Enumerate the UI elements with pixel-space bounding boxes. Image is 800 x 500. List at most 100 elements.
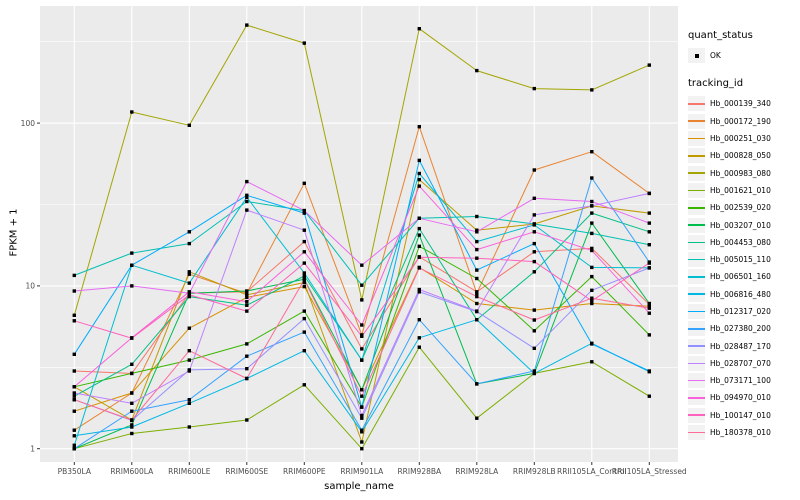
point-Hb_027380_200-RRIM928LA	[475, 382, 479, 386]
point-Hb_000983_080-PB350LA	[72, 313, 76, 317]
legend-item-Hb_000828_050: Hb_000828_050	[688, 147, 798, 164]
point-Hb_012317_020-RRIM928BA	[417, 158, 421, 163]
point-Hb_000983_080-RRII105LA_Control	[590, 88, 594, 92]
point-Hb_006816_480-RRIM928BA	[417, 336, 421, 340]
point-Hb_027380_200-RRIM928LB	[532, 369, 536, 373]
point-Hb_005015_110-RRIM901LA	[360, 283, 364, 287]
point-Hb_000139_340-RRIM901LA	[360, 347, 364, 351]
line-key-icon	[688, 113, 705, 129]
legend-item-label: Hb_006816_480	[710, 289, 771, 299]
point-Hb_180378_010-RRII105LA_Stressed	[647, 306, 651, 310]
legend-item-ok: OK	[688, 47, 798, 64]
line-key-icon	[688, 269, 705, 285]
line-key-icon	[688, 200, 705, 216]
point-Hb_004453_080-RRIM928LB	[532, 270, 536, 274]
ok-point-key-icon	[688, 48, 705, 64]
point-Hb_100147_010-RRIM600LA	[130, 336, 134, 340]
point-Hb_006816_480-RRIM600LE	[187, 401, 191, 405]
legend-item-label: Hb_006501_160	[710, 272, 771, 282]
legend-item-label: Hb_094970_010	[710, 393, 771, 403]
x-tick-label: RRIM600LE	[168, 467, 211, 476]
legend-item-label: Hb_000251_030	[710, 134, 771, 144]
line-key-icon	[688, 338, 705, 354]
point-Hb_028707_070-RRII105LA_Control	[590, 204, 594, 208]
point-Hb_012317_020-RRIM928LA	[475, 268, 479, 272]
point-Hb_003207_010-RRIM928BA	[417, 233, 421, 237]
point-Hb_180378_010-RRIM600PE	[302, 278, 306, 282]
point-Hb_006501_160-RRII105LA_Control	[590, 265, 594, 270]
point-Hb_100147_010-PB350LA	[72, 319, 76, 323]
point-Hb_002539_020-RRIM928LA	[475, 276, 479, 281]
point-Hb_002539_020-RRII105LA_Stressed	[647, 333, 651, 337]
x-tick-label: RRIM928BA	[397, 467, 442, 476]
point-Hb_027380_200-PB350LA	[72, 447, 76, 451]
line-key-icon	[688, 252, 705, 268]
point-Hb_000828_050-RRIM901LA	[360, 440, 364, 444]
x-tick-label: RRIM928LA	[455, 467, 499, 476]
point-Hb_000983_080-RRIM928BA	[417, 27, 421, 31]
point-Hb_002539_020-RRIM928LB	[532, 329, 536, 333]
point-Hb_012317_020-RRIM901LA	[360, 405, 364, 409]
point-Hb_004453_080-RRIM928BA	[417, 226, 421, 231]
legend-item-label: Hb_028487_170	[710, 341, 771, 351]
legend-item-Hb_004453_080: Hb_004453_080	[688, 234, 798, 251]
point-Hb_006501_160-RRIM901LA	[360, 358, 364, 362]
line-key-icon	[688, 148, 705, 164]
legend-item-Hb_000172_190: Hb_000172_190	[688, 113, 798, 130]
point-Hb_094970_010-RRIM928LA	[475, 247, 479, 252]
line-key-icon	[688, 234, 705, 250]
point-Hb_028707_070-RRIM600SE	[245, 208, 249, 212]
point-Hb_006816_480-RRIM600PE	[302, 349, 306, 353]
point-Hb_073171_100-RRIM901LA	[360, 263, 364, 267]
point-Hb_000251_030-RRIM600LA	[130, 391, 134, 395]
point-Hb_180378_010-RRIM600LE	[187, 349, 191, 353]
point-Hb_073171_100-RRII105LA_Stressed	[647, 221, 651, 225]
line-key-icon	[688, 96, 705, 112]
legend-item-label: Hb_000983_080	[710, 168, 771, 178]
y-tick-label: 10	[25, 282, 35, 291]
point-Hb_094970_010-RRIM901LA	[360, 323, 364, 327]
point-Hb_006816_480-PB350LA	[72, 434, 76, 438]
legend-item-Hb_006501_160: Hb_006501_160	[688, 268, 798, 285]
point-Hb_180378_010-RRIM928LA	[475, 294, 479, 299]
legend-item-label: Hb_000139_340	[710, 99, 771, 109]
point-Hb_005015_110-RRIM600LA	[130, 251, 134, 255]
point-Hb_094970_010-PB350LA	[72, 385, 76, 389]
point-Hb_094970_010-RRII105LA_Control	[590, 248, 594, 253]
point-Hb_002539_020-RRII105LA_Control	[590, 274, 594, 279]
legend-item-label: Hb_180378_010	[710, 428, 771, 438]
tracking-id-legend-items: Hb_000139_340 Hb_000172_190 Hb_000251_030 H…	[688, 95, 798, 441]
legend-item-label: Hb_002539_020	[710, 203, 771, 213]
y-tick-label: 1	[30, 444, 35, 453]
legend-item-label: Hb_000172_190	[710, 116, 771, 126]
point-Hb_073171_100-RRIM600SE	[245, 179, 249, 184]
point-Hb_028707_070-RRIM901LA	[360, 413, 364, 418]
point-Hb_006501_160-RRIM928BA	[417, 171, 421, 176]
x-tick-label: RRIM901LA	[340, 467, 384, 476]
point-Hb_028707_070-RRIM600LE	[187, 369, 191, 373]
point-Hb_000251_030-RRIM928LB	[532, 308, 536, 312]
legend-item-label: Hb_028707_070	[710, 358, 771, 368]
point-Hb_000983_080-RRIM901LA	[360, 298, 364, 302]
point-Hb_180378_010-RRIM928BA	[417, 266, 421, 270]
point-Hb_000172_190-RRIM928LB	[532, 168, 536, 172]
legend-item-label: Hb_001621_010	[710, 185, 771, 195]
point-Hb_000828_050-RRIM600LE	[187, 270, 191, 274]
point-Hb_000251_030-RRIM600PE	[302, 284, 306, 289]
point-Hb_001621_010-RRIM600LA	[130, 431, 134, 436]
point-Hb_027380_200-RRIM901LA	[360, 428, 364, 432]
point-Hb_000983_080-RRIM600PE	[302, 41, 306, 45]
x-tick-label: RRIM600PE	[283, 467, 326, 476]
point-Hb_094970_010-RRIM600PE	[302, 250, 306, 254]
point-Hb_002539_020-RRIM600LE	[187, 358, 191, 362]
point-Hb_006816_480-RRIM600LA	[130, 425, 134, 429]
point-Hb_004453_080-RRIM600LA	[130, 362, 134, 366]
point-Hb_001621_010-RRIM928BA	[417, 345, 421, 349]
point-Hb_073171_100-RRIM600PE	[302, 208, 306, 213]
point-Hb_004453_080-RRIM600SE	[245, 303, 249, 307]
point-Hb_012317_020-PB350LA	[72, 352, 76, 356]
x-tick-label: RRII105LA_Control	[557, 467, 627, 476]
point-Hb_028487_170-RRIM928BA	[417, 290, 421, 294]
point-Hb_100147_010-RRII105LA_Control	[590, 299, 594, 303]
